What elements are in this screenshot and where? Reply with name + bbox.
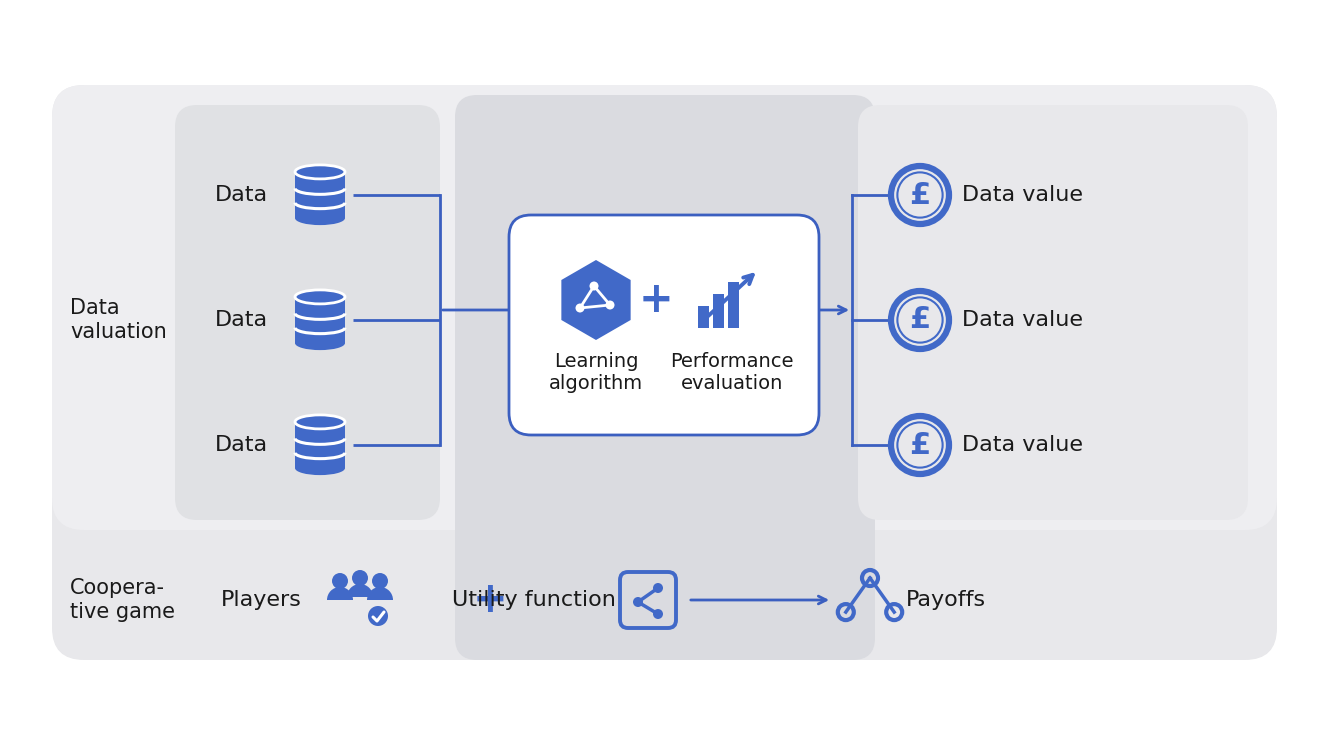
- Text: +: +: [639, 279, 674, 321]
- Ellipse shape: [295, 461, 346, 475]
- Text: Data: Data: [215, 310, 268, 330]
- Ellipse shape: [295, 211, 346, 225]
- FancyBboxPatch shape: [509, 215, 819, 435]
- Wedge shape: [347, 584, 373, 597]
- Circle shape: [633, 597, 643, 607]
- Ellipse shape: [295, 165, 346, 179]
- FancyBboxPatch shape: [175, 105, 440, 520]
- Circle shape: [590, 282, 598, 291]
- Circle shape: [368, 606, 388, 626]
- FancyBboxPatch shape: [52, 85, 1277, 660]
- Polygon shape: [295, 422, 346, 468]
- Text: £: £: [909, 430, 930, 459]
- Ellipse shape: [295, 290, 346, 304]
- Wedge shape: [327, 587, 354, 600]
- Circle shape: [332, 573, 348, 589]
- Text: Data
valuation: Data valuation: [70, 298, 166, 341]
- Polygon shape: [728, 282, 739, 328]
- Text: +: +: [473, 579, 508, 621]
- Text: Utility function: Utility function: [452, 590, 617, 610]
- Text: Data value: Data value: [962, 435, 1083, 455]
- Text: Payoffs: Payoffs: [906, 590, 986, 610]
- Text: Data: Data: [215, 435, 268, 455]
- Circle shape: [372, 573, 388, 589]
- Polygon shape: [295, 172, 346, 218]
- Polygon shape: [712, 294, 724, 328]
- FancyBboxPatch shape: [859, 105, 1248, 520]
- FancyBboxPatch shape: [455, 95, 874, 660]
- Text: £: £: [909, 181, 930, 209]
- Circle shape: [352, 570, 368, 586]
- Ellipse shape: [295, 415, 346, 429]
- Circle shape: [653, 583, 663, 593]
- Text: Learning
algorithm: Learning algorithm: [549, 352, 643, 393]
- Polygon shape: [295, 297, 346, 343]
- Polygon shape: [698, 306, 708, 328]
- Text: Performance
evaluation: Performance evaluation: [670, 352, 793, 393]
- Text: Data value: Data value: [962, 310, 1083, 330]
- Text: Players: Players: [221, 590, 302, 610]
- Text: Data: Data: [215, 185, 268, 205]
- Wedge shape: [367, 587, 393, 600]
- Text: Data value: Data value: [962, 185, 1083, 205]
- Circle shape: [653, 609, 663, 619]
- Polygon shape: [561, 260, 631, 340]
- Ellipse shape: [295, 336, 346, 350]
- Text: £: £: [909, 306, 930, 335]
- Text: Coopera-
tive game: Coopera- tive game: [70, 578, 175, 622]
- FancyBboxPatch shape: [52, 85, 1277, 530]
- Circle shape: [606, 300, 614, 309]
- Circle shape: [575, 303, 585, 312]
